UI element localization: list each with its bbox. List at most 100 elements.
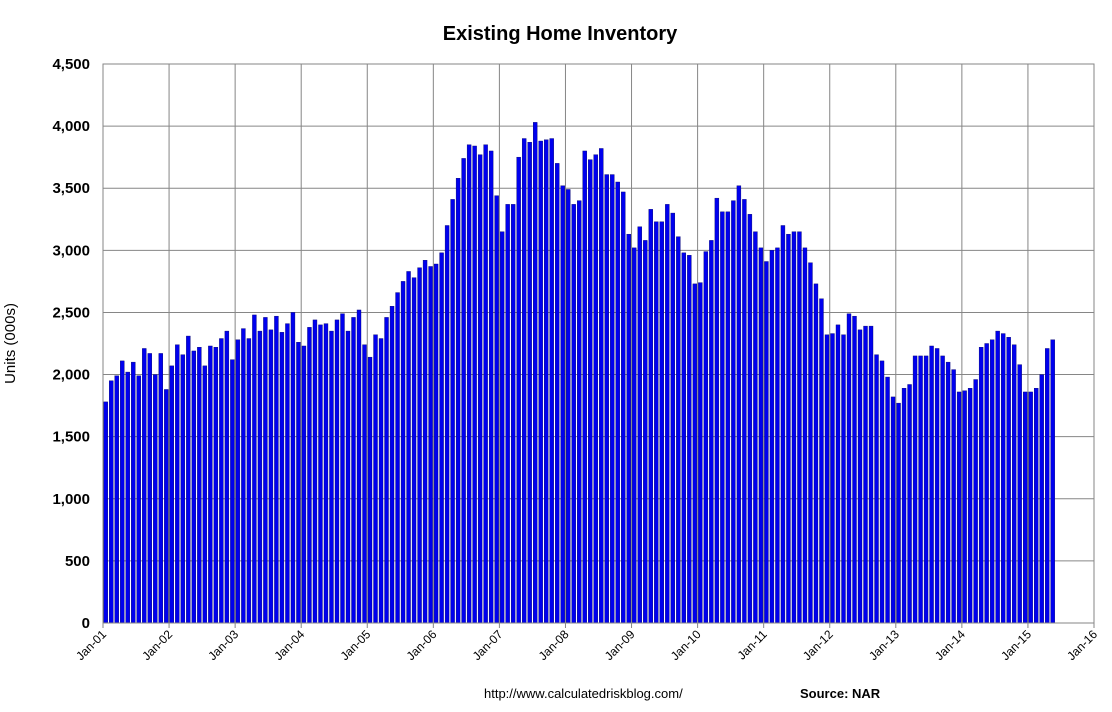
bar: [285, 323, 290, 624]
bar: [1039, 374, 1044, 624]
x-tick-label: Jan-13: [866, 627, 902, 663]
bar: [626, 233, 631, 624]
y-tick-label: 1,500: [52, 429, 90, 446]
bar: [147, 353, 152, 624]
bar: [637, 226, 642, 624]
bar: [885, 376, 890, 624]
bar: [433, 263, 439, 624]
bar: [566, 189, 571, 624]
bar: [648, 209, 653, 624]
bar: [731, 200, 736, 624]
bar: [395, 292, 400, 624]
bar: [103, 401, 108, 624]
bar: [274, 315, 279, 624]
bar: [136, 375, 141, 624]
x-tick-label: Jan-08: [536, 627, 572, 663]
bar: [494, 195, 499, 624]
bar: [1028, 391, 1033, 624]
bar: [797, 231, 802, 624]
source-url-annotation: http://www.calculatedriskblog.com/: [484, 686, 683, 701]
bar: [934, 348, 940, 624]
bar: [208, 345, 213, 624]
bar: [268, 329, 274, 624]
y-tick-label: 2,500: [52, 304, 90, 321]
bar: [835, 324, 841, 624]
bar: [593, 154, 598, 624]
bar: [753, 231, 758, 624]
bar: [340, 313, 345, 624]
y-tick-label: 0: [82, 615, 90, 632]
x-tick-label: Jan-07: [470, 627, 506, 663]
bar: [819, 298, 824, 624]
bar: [577, 200, 582, 624]
bar: [246, 338, 252, 624]
bar: [472, 145, 477, 624]
bar: [555, 163, 560, 624]
bar: [676, 236, 681, 624]
bar: [940, 355, 945, 624]
y-tick-label: 1,000: [52, 491, 90, 508]
bar: [791, 231, 797, 624]
bar: [461, 158, 466, 624]
y-tick-label: 4,000: [52, 118, 90, 135]
y-tick-label: 3,000: [52, 242, 90, 259]
bar: [362, 344, 367, 624]
bar: [455, 178, 461, 624]
bar: [786, 233, 791, 624]
bar: [824, 334, 830, 624]
bar: [599, 148, 604, 624]
bar: [604, 174, 609, 624]
bar: [312, 319, 318, 624]
bar: [846, 313, 852, 624]
bar: [125, 371, 130, 624]
bar: [417, 267, 422, 624]
bar: [296, 342, 301, 624]
bar: [692, 283, 698, 624]
bar: [483, 144, 488, 624]
bar: [109, 380, 114, 624]
y-tick-label: 3,500: [52, 180, 90, 197]
bar: [175, 344, 180, 624]
bar: [852, 315, 857, 624]
bar: [477, 154, 483, 624]
bar: [499, 231, 505, 624]
bar: [538, 140, 543, 624]
bar: [962, 390, 967, 624]
bar: [758, 247, 764, 624]
bar: [951, 369, 956, 624]
bar: [488, 150, 494, 624]
bar: [879, 360, 885, 624]
x-tick-label: Jan-04: [271, 627, 307, 663]
bar: [252, 314, 257, 624]
bar: [323, 323, 329, 624]
bar: [307, 327, 312, 624]
bars: [103, 122, 1055, 624]
bar: [406, 271, 411, 624]
bar: [890, 396, 896, 624]
bar: [874, 354, 879, 624]
bar: [643, 240, 648, 624]
bar: [698, 282, 703, 624]
bar: [169, 365, 174, 624]
bar: [450, 199, 455, 624]
bar: [544, 139, 549, 624]
bar: [929, 345, 934, 624]
bar: [356, 309, 362, 624]
x-tick-label: Jan-02: [139, 627, 175, 663]
bar: [764, 261, 769, 624]
bar: [1050, 339, 1055, 624]
x-tick-label: Jan-03: [205, 627, 241, 663]
bar: [230, 359, 235, 624]
bar: [775, 247, 780, 624]
plot-background: [102, 63, 1095, 624]
gridlines: [103, 63, 1095, 623]
bar: [714, 197, 720, 624]
bar: [830, 333, 835, 624]
bar: [235, 339, 241, 624]
y-axis-label: Units (000s): [2, 303, 19, 384]
bar: [857, 329, 863, 624]
bar: [709, 240, 714, 624]
plot-area: [102, 63, 1095, 624]
x-tick-label: Jan-16: [1064, 627, 1100, 663]
